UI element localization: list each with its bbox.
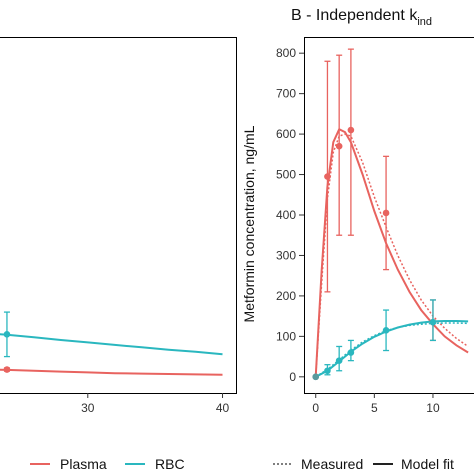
rbc-data-point (312, 373, 320, 381)
legend-model-fit-label: Model fit (401, 456, 454, 472)
rbc-measured-line (315, 322, 469, 378)
plasma-measured-line (314, 133, 469, 377)
panel-a: 30 40 (0, 37, 237, 415)
plasma-data-point (347, 126, 355, 134)
y-tick-label: 0 (289, 370, 296, 384)
y-tick-label: 200 (276, 289, 296, 303)
y-tick-label: 100 (276, 329, 296, 343)
x-tick-label: 10 (426, 401, 440, 415)
plasma-data-point (3, 366, 11, 373)
panel-b: B - Independent kind Metformin concentra… (241, 7, 474, 415)
rbc-data-point (3, 331, 11, 338)
rbc-data-point (347, 349, 355, 356)
plasma-data-point (324, 173, 331, 180)
x-tick-label: 30 (81, 401, 95, 415)
x-tick-label: 0 (312, 401, 319, 415)
y-tick-label: 300 (276, 248, 296, 262)
plasma-model-fit-line (0, 368, 223, 376)
panel-a-series (0, 311, 223, 376)
panel-b-title-main: B - Independent k (291, 7, 418, 24)
y-tick-label: 400 (276, 208, 296, 222)
panel-b-title: B - Independent kind (291, 7, 432, 28)
panel-b-title-subscript: ind (417, 16, 432, 28)
legend-measured-label: Measured (301, 456, 363, 472)
x-tick-label: 5 (371, 401, 378, 415)
legend-plasma-label: Plasma (60, 456, 107, 472)
plasma-data-point (335, 142, 343, 150)
rbc-data-point (324, 367, 331, 375)
rbc-model-fit-line (0, 333, 223, 356)
rbc-data-point (335, 357, 343, 364)
panel-a-frame (0, 37, 237, 394)
x-tick-label: 40 (216, 401, 230, 415)
plasma-model-fit-line (314, 127, 469, 377)
rbc-data-point (382, 326, 390, 334)
panel-b-series (312, 48, 469, 381)
plasma-data-point (382, 209, 390, 217)
panel-b-y-axis-label: Metformin concentration, ng/mL (241, 125, 257, 322)
panel-a-x-ticks: 30 40 (81, 393, 230, 415)
y-tick-label: 700 (276, 87, 296, 101)
y-tick-label: 600 (276, 127, 296, 141)
y-tick-label: 800 (276, 46, 296, 60)
y-tick-label: 500 (276, 168, 296, 182)
rbc-data-point (429, 318, 437, 326)
panel-b-frame (304, 37, 474, 394)
legend-rbc-label: RBC (155, 456, 185, 472)
legend: Plasma RBC Measured Model fit (30, 456, 454, 472)
